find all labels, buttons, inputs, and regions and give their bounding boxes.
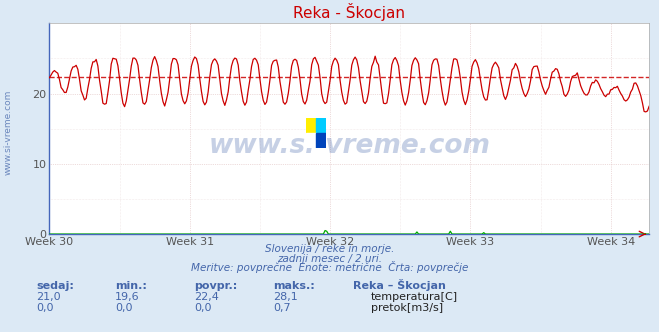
- Text: 22,4: 22,4: [194, 292, 219, 302]
- Text: 0,0: 0,0: [115, 303, 133, 313]
- Text: www.si-vreme.com: www.si-vreme.com: [3, 90, 13, 176]
- Title: Reka - Škocjan: Reka - Škocjan: [293, 3, 405, 21]
- Bar: [306, 133, 316, 148]
- Bar: [316, 118, 326, 133]
- Text: 0,7: 0,7: [273, 303, 291, 313]
- Text: Reka – Škocjan: Reka – Škocjan: [353, 279, 445, 291]
- Text: 28,1: 28,1: [273, 292, 299, 302]
- Text: 21,0: 21,0: [36, 292, 61, 302]
- Text: 19,6: 19,6: [115, 292, 140, 302]
- Bar: [306, 118, 316, 133]
- Bar: [316, 133, 326, 148]
- Text: temperatura[C]: temperatura[C]: [371, 292, 458, 302]
- Text: 0,0: 0,0: [194, 303, 212, 313]
- Text: sedaj:: sedaj:: [36, 281, 74, 291]
- Text: povpr.:: povpr.:: [194, 281, 238, 291]
- Text: pretok[m3/s]: pretok[m3/s]: [371, 303, 443, 313]
- Text: Meritve: povprečne  Enote: metrične  Črta: povprečje: Meritve: povprečne Enote: metrične Črta:…: [191, 261, 468, 273]
- Text: 0,0: 0,0: [36, 303, 54, 313]
- Text: www.si-vreme.com: www.si-vreme.com: [208, 132, 490, 158]
- Text: Slovenija / reke in morje.: Slovenija / reke in morje.: [265, 244, 394, 254]
- Text: min.:: min.:: [115, 281, 147, 291]
- Text: zadnji mesec / 2 uri.: zadnji mesec / 2 uri.: [277, 254, 382, 264]
- Text: maks.:: maks.:: [273, 281, 315, 291]
